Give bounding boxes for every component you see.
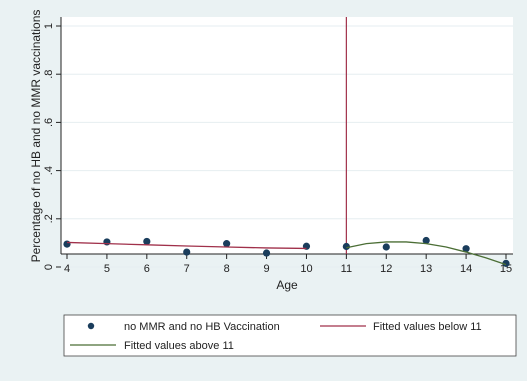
data-point — [502, 259, 510, 267]
data-point — [262, 249, 271, 257]
legend-box — [63, 314, 517, 357]
axes: 0.2.4.6.814 5 6 7 8 9 10 11 12 13 14 15 — [43, 17, 513, 275]
y-tick-label: .6 — [43, 118, 55, 127]
plot-area — [61, 17, 513, 254]
y-tick-label: .8 — [43, 70, 55, 79]
x-tick-label: 4 — [64, 263, 70, 275]
data-point — [103, 238, 111, 246]
y-tick-label: .2 — [43, 214, 55, 223]
x-tick-label: 12 — [380, 263, 392, 275]
fitted-line-2 — [346, 241, 507, 266]
data-point — [63, 240, 71, 248]
x-axis-label: Age — [276, 278, 298, 292]
x-tick-label: 5 — [104, 263, 110, 275]
y-tick-label: 1 — [43, 23, 55, 29]
x-tick-label: 7 — [184, 263, 190, 275]
x-tick-label: 15 — [500, 263, 512, 275]
x-tick-label: 13 — [420, 263, 432, 275]
data-point — [422, 236, 430, 245]
data-point — [183, 248, 191, 256]
data-point — [462, 245, 470, 253]
legend-marker-scatter — [87, 322, 95, 330]
data-point — [342, 242, 350, 251]
data-point — [143, 237, 151, 246]
x-tick-label: 8 — [224, 263, 230, 275]
legend-label-scatter: no MMR and no HB Vaccination — [124, 321, 280, 333]
y-tick-label: 0 — [43, 264, 55, 270]
legend-label-above: Fitted values above 11 — [124, 340, 234, 352]
y-axis-label: Percentage of no HB and no MMR vaccinati… — [29, 10, 43, 263]
grid-lines — [61, 25, 513, 268]
data-point — [223, 240, 231, 248]
y-tick-label: .4 — [43, 166, 55, 175]
x-tick-label: 9 — [263, 263, 269, 275]
x-tick-label: 6 — [144, 263, 150, 275]
x-tick-label: 14 — [460, 263, 472, 275]
fitted-line-1 — [66, 241, 307, 250]
legend-label-below: Fitted values below 11 — [373, 321, 482, 333]
data-point — [382, 243, 390, 251]
x-tick-label: 10 — [300, 263, 312, 275]
legend: no MMR and no HB Vaccination Fitted value… — [70, 321, 482, 352]
series-layer — [63, 17, 510, 267]
x-tick-label: 11 — [341, 263, 352, 275]
